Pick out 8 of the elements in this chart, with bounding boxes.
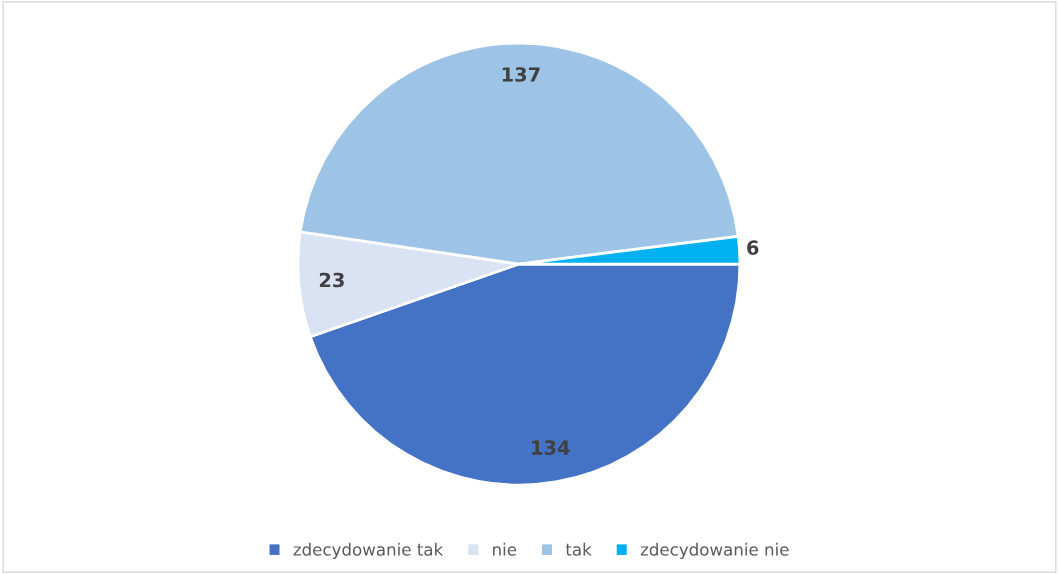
legend-label: tak — [565, 542, 592, 556]
data-label: 134 — [532, 440, 570, 455]
data-label: 23 — [319, 272, 344, 288]
data-label: 6 — [747, 240, 759, 255]
legend-label: zdecydowanie nie — [640, 542, 789, 559]
legend-label: zdecydowanie tak — [293, 542, 444, 559]
legend-label: nie — [493, 542, 517, 556]
data-label: 137 — [502, 67, 540, 82]
